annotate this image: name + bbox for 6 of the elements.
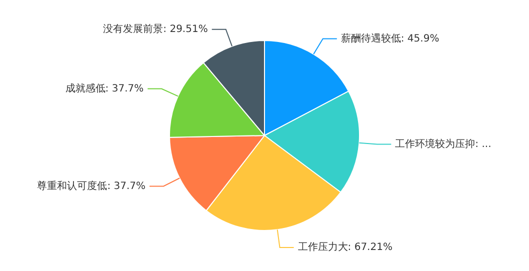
slice-label: 工作压力大: 67.21% — [298, 241, 392, 254]
slice-label: 尊重和认可度低: 37.7% — [37, 180, 146, 192]
slice-label: 成就感低: 37.7% — [65, 82, 144, 94]
slice-label: 工作环境较为压抑: ... — [395, 138, 492, 150]
slice-label: 没有发展前景: 29.51% — [103, 22, 208, 35]
slice-label: 薪酬待遇较低: 45.9% — [340, 32, 440, 44]
